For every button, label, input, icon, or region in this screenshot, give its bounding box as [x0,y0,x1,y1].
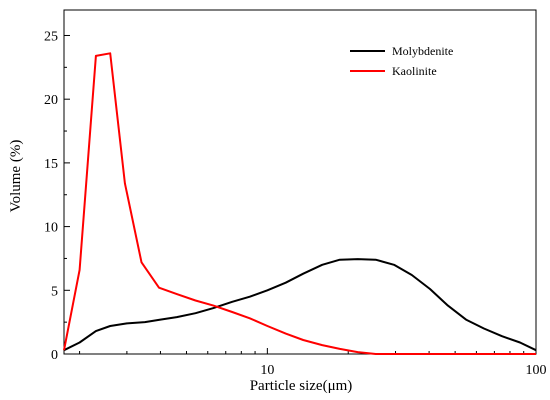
series-line-molybdenite [63,258,537,352]
legend-label-molybdenite: Molybdenite [392,44,453,58]
y-tick-label: 10 [44,221,58,236]
y-tick-label: 5 [51,284,58,299]
y-tick-label: 25 [44,29,58,44]
legend-box [345,40,455,80]
y-axis-title: Volume (%) [8,140,24,213]
y-tick-label: 20 [44,93,58,108]
legend-label-kaolinite: Kaolinite [392,64,437,78]
y-tick-label: 0 [51,348,58,363]
x-tick-label: 10 [260,363,274,378]
plot-frame [63,9,537,355]
series-line-kaolinite [63,52,536,355]
y-tick-label: 15 [44,157,58,172]
x-tick-label: 100 [526,363,547,378]
plot-area: 0 5 10 15 20 25 10 100 [44,9,547,378]
legend: Molybdenite Kaolinite [345,40,455,80]
x-axis-title: Particle size(μm) [250,378,353,394]
